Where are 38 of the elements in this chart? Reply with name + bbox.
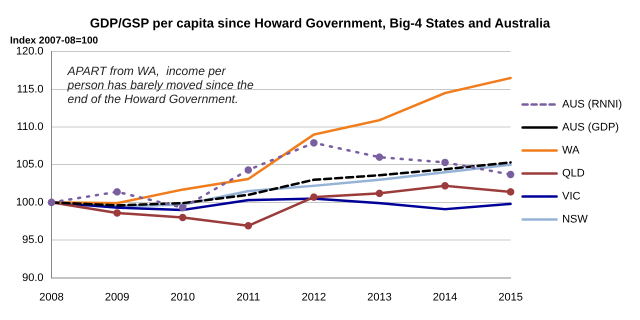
legend-label: AUS (RNNI) bbox=[562, 98, 622, 111]
y-tick-label: 110.0 bbox=[16, 121, 44, 134]
point bbox=[310, 193, 318, 201]
point bbox=[376, 190, 384, 198]
legend-label: VIC bbox=[562, 190, 581, 203]
legend-label: AUS (GDP) bbox=[562, 122, 619, 134]
y-tick-label: 100.0 bbox=[16, 196, 44, 208]
point bbox=[441, 182, 449, 190]
y-tick-label: 95.0 bbox=[22, 234, 44, 246]
point bbox=[506, 170, 514, 178]
x-tick-label: 2008 bbox=[39, 291, 64, 304]
point bbox=[178, 214, 186, 222]
x-tick-label: 2014 bbox=[432, 291, 458, 304]
annotation: APART from WA, income per person has barely moved since the end of the Howard Government. bbox=[66, 64, 254, 106]
point bbox=[244, 166, 252, 174]
point bbox=[310, 139, 318, 147]
y-tick-label: 120.0 bbox=[16, 46, 44, 58]
y-tick-label: 105.0 bbox=[16, 158, 44, 171]
x-tick-label: 2011 bbox=[236, 291, 260, 304]
x-tick-label: 2012 bbox=[302, 291, 326, 304]
point bbox=[441, 158, 449, 166]
y-tick-label: 115.0 bbox=[16, 83, 44, 96]
legend-label: NSW bbox=[562, 214, 588, 226]
y-axis-title: Index 2007-08=100 bbox=[10, 35, 99, 46]
point bbox=[244, 222, 252, 230]
x-tick-label: 2009 bbox=[104, 291, 130, 304]
point bbox=[113, 209, 121, 217]
legend-label: WA bbox=[562, 144, 580, 157]
x-tick-label: 2010 bbox=[170, 291, 195, 304]
y-tick-label: 90.0 bbox=[22, 272, 44, 284]
chart-title: GDP/GSP per capita since Howard Government, Big-4 States and Australia bbox=[90, 15, 551, 30]
point bbox=[113, 188, 121, 196]
point bbox=[376, 153, 384, 161]
legend-label: QLD bbox=[562, 168, 585, 180]
point bbox=[178, 204, 186, 212]
x-tick-label: 2013 bbox=[367, 291, 392, 304]
x-tick-label: 2015 bbox=[498, 291, 523, 304]
point bbox=[506, 188, 514, 196]
